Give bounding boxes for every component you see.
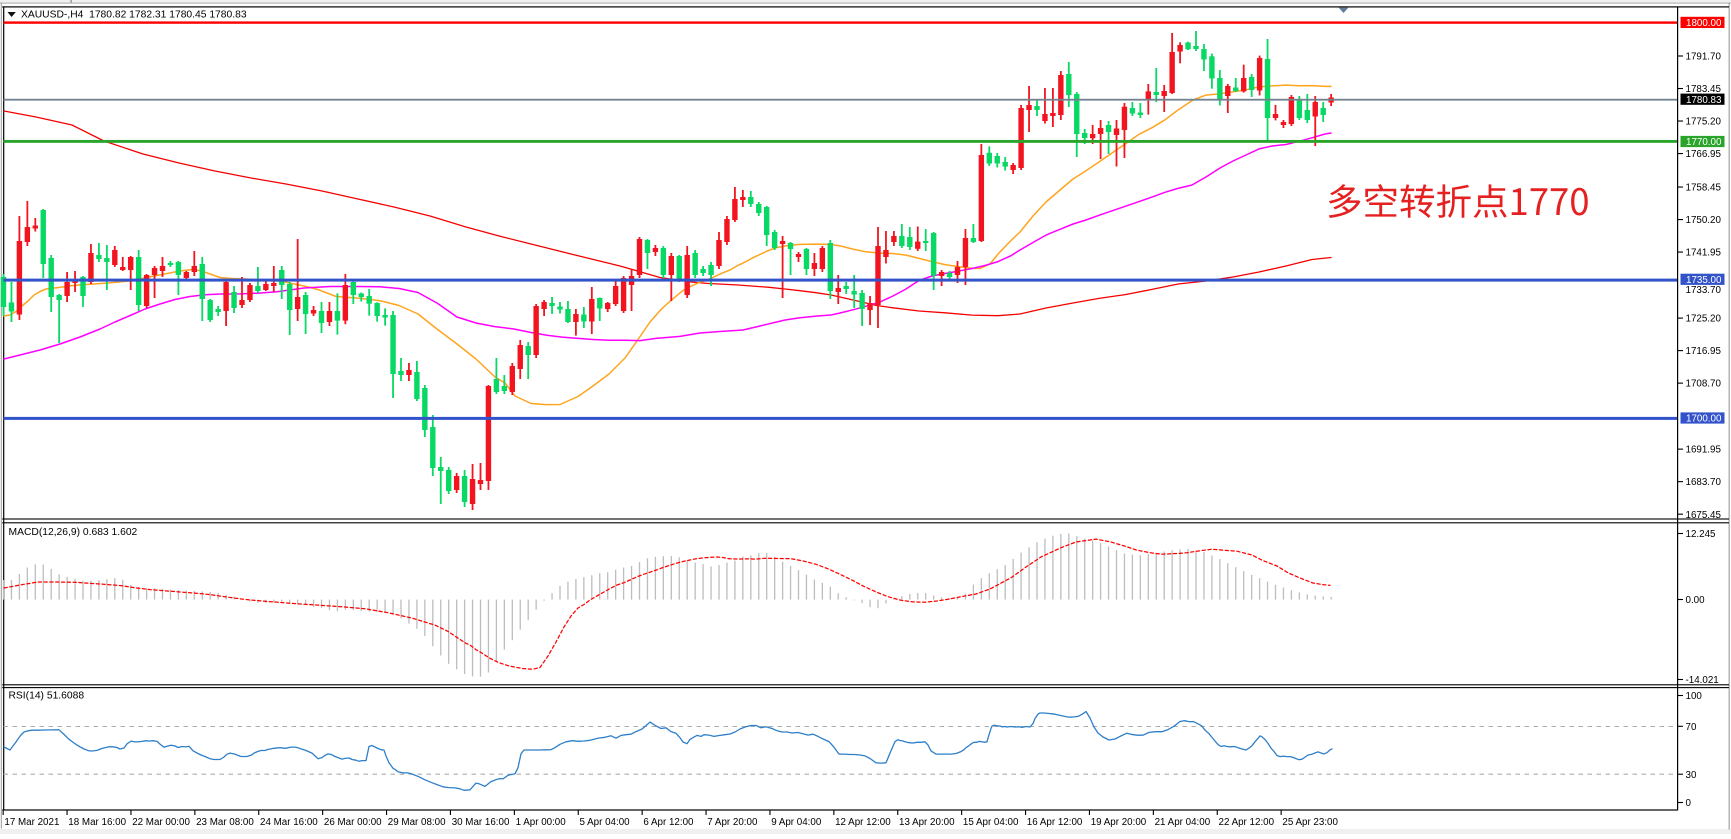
svg-text:1691.95: 1691.95	[1686, 445, 1722, 456]
svg-text:1683.70: 1683.70	[1686, 477, 1722, 488]
svg-text:19 Apr 20:00: 19 Apr 20:00	[1091, 817, 1147, 828]
svg-text:1 Apr 00:00: 1 Apr 00:00	[516, 817, 567, 828]
svg-text:1758.45: 1758.45	[1686, 183, 1722, 194]
svg-text:7 Apr 20:00: 7 Apr 20:00	[707, 817, 758, 828]
svg-text:1800.00: 1800.00	[1686, 18, 1722, 29]
svg-text:30 Mar 16:00: 30 Mar 16:00	[452, 817, 510, 828]
svg-text:100: 100	[1686, 691, 1703, 702]
svg-text:XAUUSD-,H4 1780.82 1782.31 17: XAUUSD-,H4 1780.82 1782.31 1780.45 1780.…	[21, 9, 247, 20]
svg-text:1750.20: 1750.20	[1686, 215, 1722, 226]
svg-text:1780.83: 1780.83	[1686, 95, 1722, 106]
svg-text:13 Apr 20:00: 13 Apr 20:00	[899, 817, 955, 828]
svg-text:18 Mar 16:00: 18 Mar 16:00	[68, 817, 126, 828]
svg-text:0.00: 0.00	[1686, 595, 1706, 606]
svg-text:1741.95: 1741.95	[1686, 248, 1722, 259]
svg-text:17 Mar 2021: 17 Mar 2021	[4, 817, 59, 828]
svg-text:70: 70	[1686, 722, 1697, 733]
svg-text:1733.70: 1733.70	[1686, 285, 1722, 296]
svg-text:15 Apr 04:00: 15 Apr 04:00	[963, 817, 1019, 828]
svg-text:1725.20: 1725.20	[1686, 314, 1722, 325]
svg-text:1770.00: 1770.00	[1686, 137, 1722, 148]
svg-text:29 Mar 08:00: 29 Mar 08:00	[388, 817, 446, 828]
svg-text:23 Mar 08:00: 23 Mar 08:00	[196, 817, 254, 828]
svg-text:22 Mar 00:00: 22 Mar 00:00	[132, 817, 190, 828]
svg-text:16 Apr 12:00: 16 Apr 12:00	[1027, 817, 1083, 828]
svg-text:1766.95: 1766.95	[1686, 149, 1722, 160]
svg-text:-14.021: -14.021	[1686, 675, 1719, 686]
svg-text:30: 30	[1686, 770, 1697, 781]
svg-text:5 Apr 04:00: 5 Apr 04:00	[580, 817, 631, 828]
svg-text:1675.45: 1675.45	[1686, 510, 1722, 521]
svg-text:25 Apr 23:00: 25 Apr 23:00	[1282, 817, 1338, 828]
svg-text:0: 0	[1686, 798, 1692, 809]
svg-text:RSI(14) 51.6088: RSI(14) 51.6088	[9, 690, 85, 701]
svg-text:1775.20: 1775.20	[1686, 117, 1722, 128]
svg-text:21 Apr 04:00: 21 Apr 04:00	[1155, 817, 1211, 828]
svg-text:24 Mar 16:00: 24 Mar 16:00	[260, 817, 318, 828]
svg-text:MACD(12,26,9) 0.683 1.602: MACD(12,26,9) 0.683 1.602	[9, 527, 138, 538]
svg-text:1783.45: 1783.45	[1686, 84, 1722, 95]
svg-text:22 Apr 12:00: 22 Apr 12:00	[1219, 817, 1275, 828]
svg-text:6 Apr 12:00: 6 Apr 12:00	[643, 817, 694, 828]
svg-text:9 Apr 04:00: 9 Apr 04:00	[771, 817, 822, 828]
svg-text:1735.00: 1735.00	[1686, 275, 1722, 286]
svg-text:12 Apr 12:00: 12 Apr 12:00	[835, 817, 891, 828]
svg-text:1700.00: 1700.00	[1686, 414, 1722, 425]
svg-text:1791.70: 1791.70	[1686, 52, 1722, 63]
svg-text:1708.70: 1708.70	[1686, 379, 1722, 390]
svg-text:12.245: 12.245	[1686, 529, 1717, 540]
svg-text:26 Mar 00:00: 26 Mar 00:00	[324, 817, 382, 828]
svg-text:1716.95: 1716.95	[1686, 346, 1722, 357]
